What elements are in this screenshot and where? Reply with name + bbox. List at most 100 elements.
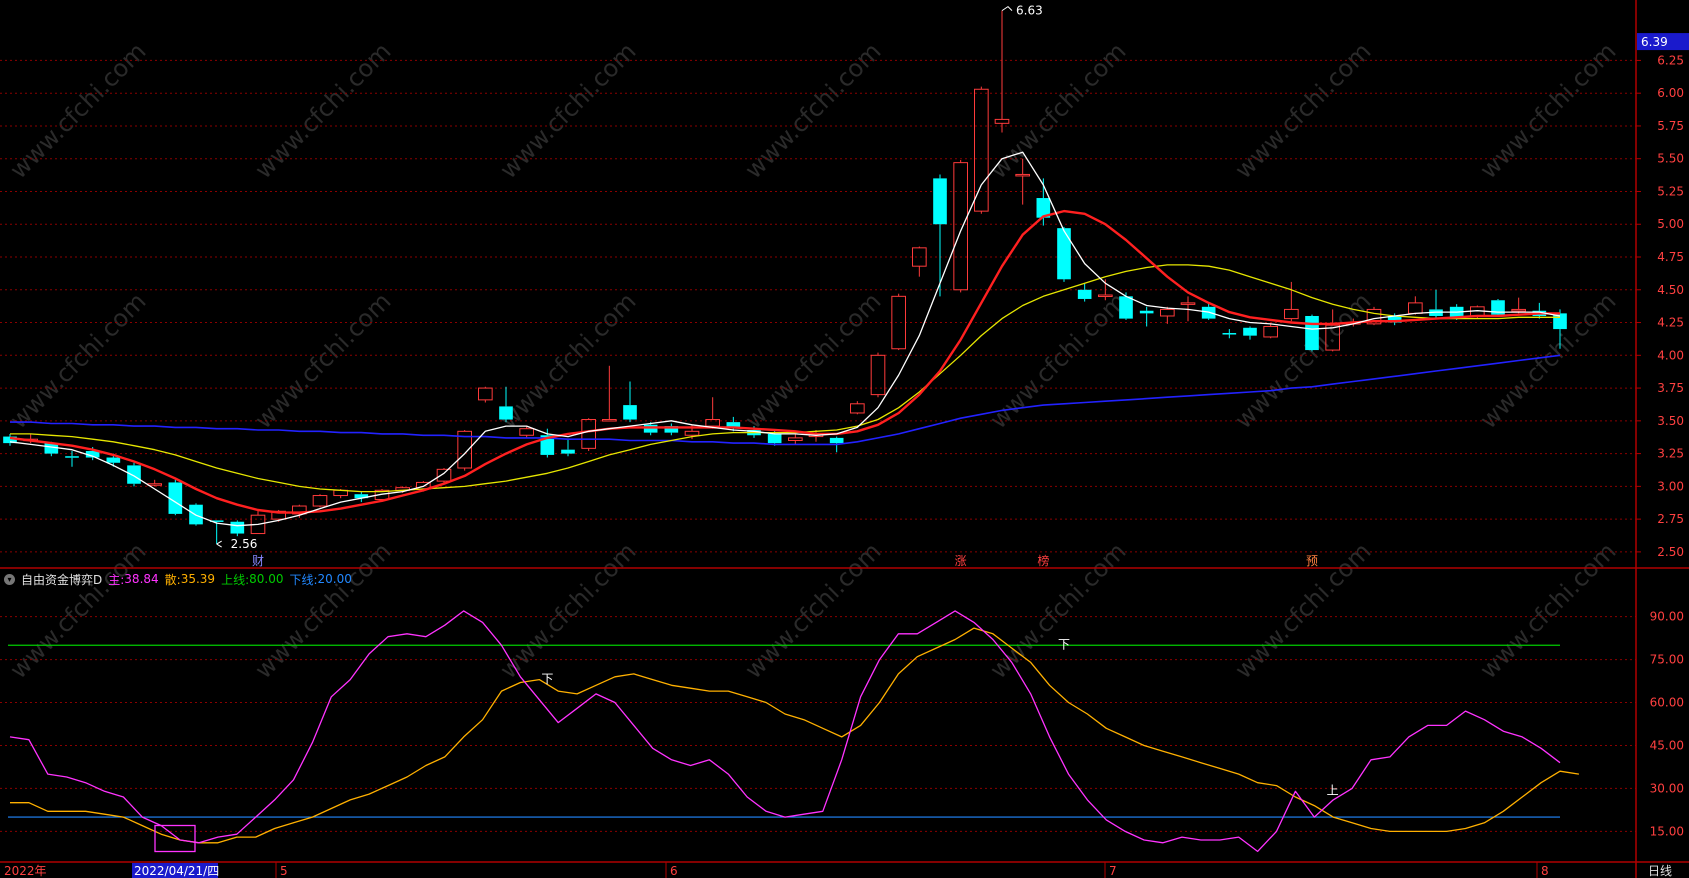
- ma60-line: [10, 354, 1561, 446]
- ma10-line: [9, 209, 1560, 514]
- candle-body-down: [354, 494, 369, 499]
- candle-body-down: [829, 437, 844, 444]
- price-tick-label: 2.75: [1657, 512, 1684, 526]
- candle-body-down: [499, 406, 513, 420]
- signal-mark: 下: [541, 672, 553, 686]
- price-tick-label: 3.25: [1657, 447, 1684, 461]
- candle-body-down: [168, 482, 183, 514]
- grid-lines: [0, 59, 1636, 832]
- watermark-text: www.cfchi.com: [249, 287, 396, 434]
- candle-body-up: [788, 437, 803, 441]
- lower-label: 下线:: [289, 572, 318, 587]
- watermark-text: www.cfchi.com: [4, 537, 151, 684]
- candle-body-down: [1119, 296, 1133, 319]
- indicator-tick-label: 90.00: [1650, 610, 1684, 624]
- high-label: 6.63: [1016, 4, 1043, 18]
- moving-average-lines: [9, 151, 1561, 527]
- candle-body-up: [1180, 302, 1196, 305]
- ma5-line: [9, 151, 1561, 527]
- time-label-month: 5: [280, 864, 288, 878]
- watermark-text: www.cfchi.com: [984, 37, 1131, 184]
- candle-body-up: [1160, 308, 1175, 317]
- indicator-tick-label: 15.00: [1650, 824, 1684, 838]
- candle-body-up: [271, 510, 286, 520]
- candle-body-up: [912, 247, 927, 267]
- candle-body-up: [974, 88, 989, 212]
- retail-label: 散:: [164, 572, 181, 587]
- candle-body-up: [147, 483, 162, 486]
- signal-mark: 上: [1327, 783, 1339, 797]
- collapse-icon[interactable]: ▾: [4, 573, 15, 585]
- watermark-text: www.cfchi.com: [1229, 37, 1376, 184]
- price-tick-label: 3.50: [1657, 414, 1684, 428]
- candle-body-up: [684, 430, 700, 436]
- candle-body-down: [643, 424, 658, 433]
- lower-value: 20.00: [317, 572, 352, 586]
- candle-body-up: [1366, 308, 1382, 325]
- candle-body-down: [1139, 310, 1154, 314]
- candle-body-up: [994, 118, 1010, 124]
- price-tick-label: 2.50: [1657, 545, 1684, 559]
- time-label-month: 6: [670, 864, 678, 878]
- candle-body-up: [602, 419, 617, 422]
- candle-body-down: [664, 426, 679, 433]
- candle-body-down: [3, 436, 17, 444]
- candle-body-up: [292, 505, 307, 515]
- watermark-text: www.cfchi.com: [1474, 537, 1621, 684]
- price-tick-label: 6.00: [1657, 86, 1684, 100]
- event-yu: 预: [1306, 554, 1318, 568]
- candle-body-down: [65, 456, 79, 458]
- low-pointer: [216, 540, 222, 548]
- watermark-text: www.cfchi.com: [1229, 537, 1376, 684]
- candle-body-up: [850, 403, 865, 414]
- price-tick-label: 3.75: [1657, 381, 1684, 395]
- watermark-text: www.cfchi.com: [494, 37, 641, 184]
- indicator-tick-label: 60.00: [1650, 696, 1684, 710]
- watermark-text: www.cfchi.com: [249, 37, 396, 184]
- price-tick-label: 5.25: [1657, 184, 1684, 198]
- candle-body-down: [1077, 289, 1092, 299]
- watermark-text: www.cfchi.com: [4, 37, 151, 184]
- price-tick-label: 4.25: [1657, 316, 1684, 330]
- price-tick-label: 3.00: [1657, 479, 1684, 493]
- watermark-text: www.cfchi.com: [984, 287, 1131, 434]
- period-label: 日线: [1648, 864, 1672, 878]
- time-label-month: 7: [1109, 864, 1117, 878]
- indicator-lines: [8, 610, 1579, 853]
- indicator-tick-label: 30.00: [1650, 781, 1684, 795]
- main-label: 主:: [108, 572, 125, 587]
- candle-body-down: [623, 405, 637, 420]
- candle-body-up: [581, 419, 596, 449]
- current-price-box: [1637, 33, 1689, 51]
- price-tick-label: 6.25: [1657, 53, 1684, 67]
- candle-body-down: [1305, 315, 1319, 351]
- candle-body-down: [726, 422, 741, 428]
- candle-body-up: [1098, 294, 1113, 298]
- indicator-name[interactable]: 自由资金博弈D: [21, 572, 103, 587]
- price-tick-label: 4.00: [1657, 348, 1684, 362]
- candle-body-up: [436, 468, 452, 482]
- cursor-date-box: [132, 863, 218, 878]
- retail-value: 35.39: [180, 572, 216, 586]
- price-tick-label: 5.75: [1657, 119, 1684, 133]
- price-tick-label: 4.50: [1657, 283, 1684, 297]
- upper-label: 上线:: [221, 572, 250, 587]
- watermark-text: www.cfchi.com: [4, 287, 151, 434]
- axes: 6.25 6.00 5.75 5.50 5.25 5.00 4.75 4.50 4.25 4.00…: [4, 33, 1689, 878]
- candle-body-down: [85, 450, 100, 458]
- candle-body-up: [519, 428, 534, 436]
- candle-body-up: [1263, 325, 1278, 338]
- watermark-text: www.cfchi.com: [739, 37, 886, 184]
- candle-body-up: [1325, 324, 1340, 351]
- event-bang: 榜: [1037, 553, 1049, 568]
- event-zhangting: 涨: [955, 553, 967, 568]
- price-tick-label: 4.75: [1657, 250, 1684, 264]
- candle-body-up: [312, 495, 328, 507]
- candle-body-up: [1284, 308, 1299, 320]
- candle-body-up: [1511, 308, 1526, 312]
- candle-body-up: [891, 295, 906, 350]
- candle-body-up: [953, 162, 968, 291]
- candle-body-down: [230, 521, 245, 534]
